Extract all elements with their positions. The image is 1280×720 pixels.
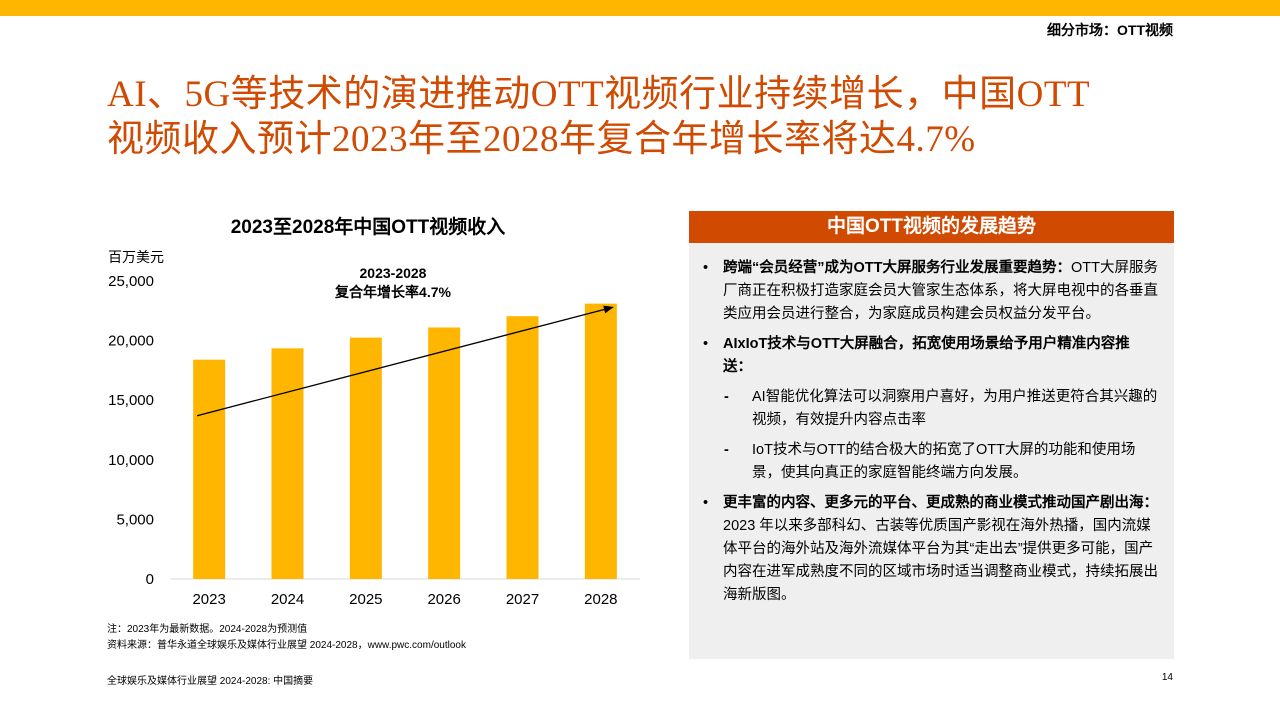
x-tick-label: 2027	[506, 591, 539, 608]
trend-sub-bullet-1: - AI智能优化算法可以洞察用户喜好，为用户推送更符合其兴趣的视频，有效提升内容…	[703, 386, 1158, 432]
trend-bullet-1: • 跨端“会员经营”成为OTT大屏服务行业发展重要趋势：OTT大屏服务厂商正在积…	[703, 257, 1158, 326]
bullet-dot: •	[703, 495, 709, 511]
bullet-dot: •	[703, 336, 709, 352]
sub-bullet-dash: -	[724, 389, 729, 405]
headline-line-2: 视频收入预计2023年至2028年复合年增长率将达4.7%	[107, 119, 976, 160]
chart-source: 资料来源：普华永道全球娱乐及媒体行业展望 2024-2028，www.pwc.c…	[107, 640, 466, 651]
trend-sub-bullet-2: - IoT技术与OTT的结合极大的拓宽了OTT大屏的功能和使用场景，使其向真正的…	[703, 439, 1158, 485]
x-axis-ticks: 2023 2024 2025 2026 2027 2028	[192, 591, 617, 608]
trend-bullet-3-text: 2023 年以来多部科幻、古装等优质国产影视在海外热播，国内流媒体平台的海外站及…	[723, 518, 1158, 603]
bar-2028	[584, 303, 617, 579]
y-axis-ticks: 0 5,000 10,000 15,000 20,000 25,000	[108, 273, 154, 588]
trend-bullet-1-text: OTT大屏服务厂商正在积极打造家庭会员大管家生态体系，将大屏电视中的各垂直类应用…	[723, 260, 1158, 322]
trend-bullet-3-heading: 更丰富的内容、更多元的平台、更成熟的商业模式推动国产剧出海：	[723, 495, 1158, 511]
bar-2025	[349, 337, 382, 579]
bullet-dot: •	[703, 260, 709, 276]
headline-line-1: AI、5G等技术的演进推动OTT视频行业持续增长，中国OTT	[107, 74, 1091, 115]
y-tick-label: 25,000	[108, 273, 154, 290]
x-tick-label: 2025	[349, 591, 382, 608]
bar-2024	[271, 348, 304, 579]
y-tick-label: 5,000	[116, 511, 154, 528]
y-tick-label: 0	[146, 571, 154, 588]
chart-notes: 注：2023年为最新数据。2024-2028为预测值 资料来源：普华永道全球娱乐…	[107, 622, 466, 654]
trend-sub-bullet-2-text: IoT技术与OTT的结合极大的拓宽了OTT大屏的功能和使用场景，使其向真正的家庭…	[752, 442, 1136, 481]
trend-bullet-2: • AIxIoT技术与OTT大屏融合，拓宽使用场景给予用户精准内容推送：	[703, 333, 1158, 379]
chart-title: 2023至2028年中国OTT视频收入	[230, 217, 506, 238]
trend-bullet-1-heading: 跨端“会员经营”成为OTT大屏服务行业发展重要趋势：	[723, 260, 1071, 276]
top-accent-bar	[0, 0, 1280, 16]
x-tick-label: 2023	[192, 591, 225, 608]
y-tick-label: 15,000	[108, 392, 154, 409]
footer-report-title: 全球娱乐及媒体行业展望 2024-2028: 中国摘要	[107, 676, 314, 687]
trend-bullet-3: • 更丰富的内容、更多元的平台、更成熟的商业模式推动国产剧出海： 2023 年以来…	[703, 492, 1158, 607]
revenue-bar-chart: 百万美元 0 5,000 10,000 15,000 20,000 25,000 2023…	[108, 249, 640, 608]
x-tick-label: 2026	[427, 591, 460, 608]
trend-panel-title: 中国OTT视频的发展趋势	[689, 211, 1174, 243]
trend-panel: 中国OTT视频的发展趋势 • 跨端“会员经营”成为OTT大屏服务行业发展重要趋势…	[689, 211, 1174, 659]
x-tick-label: 2024	[271, 591, 304, 608]
sub-bullet-dash: -	[724, 442, 729, 458]
chart-note: 注：2023年为最新数据。2024-2028为预测值	[107, 624, 308, 635]
trend-bullet-2-heading: AIxIoT技术与OTT大屏融合，拓宽使用场景给予用户精准内容推送：	[723, 336, 1130, 375]
cagr-annotation-line-1: 2023-2028	[360, 265, 427, 281]
bar-2023	[193, 359, 226, 579]
x-tick-label: 2028	[584, 591, 617, 608]
y-tick-label: 20,000	[108, 333, 154, 350]
y-tick-label: 10,000	[108, 452, 154, 469]
trend-sub-bullet-1-text: AI智能优化算法可以洞察用户喜好，为用户推送更符合其兴趣的视频，有效提升内容点击…	[752, 389, 1158, 428]
cagr-annotation-line-2: 复合年增长率4.7%	[334, 284, 451, 300]
section-label: 细分市场：OTT视频	[1047, 22, 1173, 38]
page-headline: AI、5G等技术的演进推动OTT视频行业持续增长，中国OTT 视频收入预计202…	[107, 72, 1187, 162]
page-number: 14	[1161, 672, 1173, 683]
bar-2027	[506, 316, 539, 579]
trend-panel-body: • 跨端“会员经营”成为OTT大屏服务行业发展重要趋势：OTT大屏服务厂商正在积…	[689, 243, 1174, 607]
trend-arrow	[197, 305, 614, 417]
bar-2026	[428, 327, 461, 579]
y-axis-label: 百万美元	[108, 249, 164, 265]
bars-group	[193, 303, 617, 579]
